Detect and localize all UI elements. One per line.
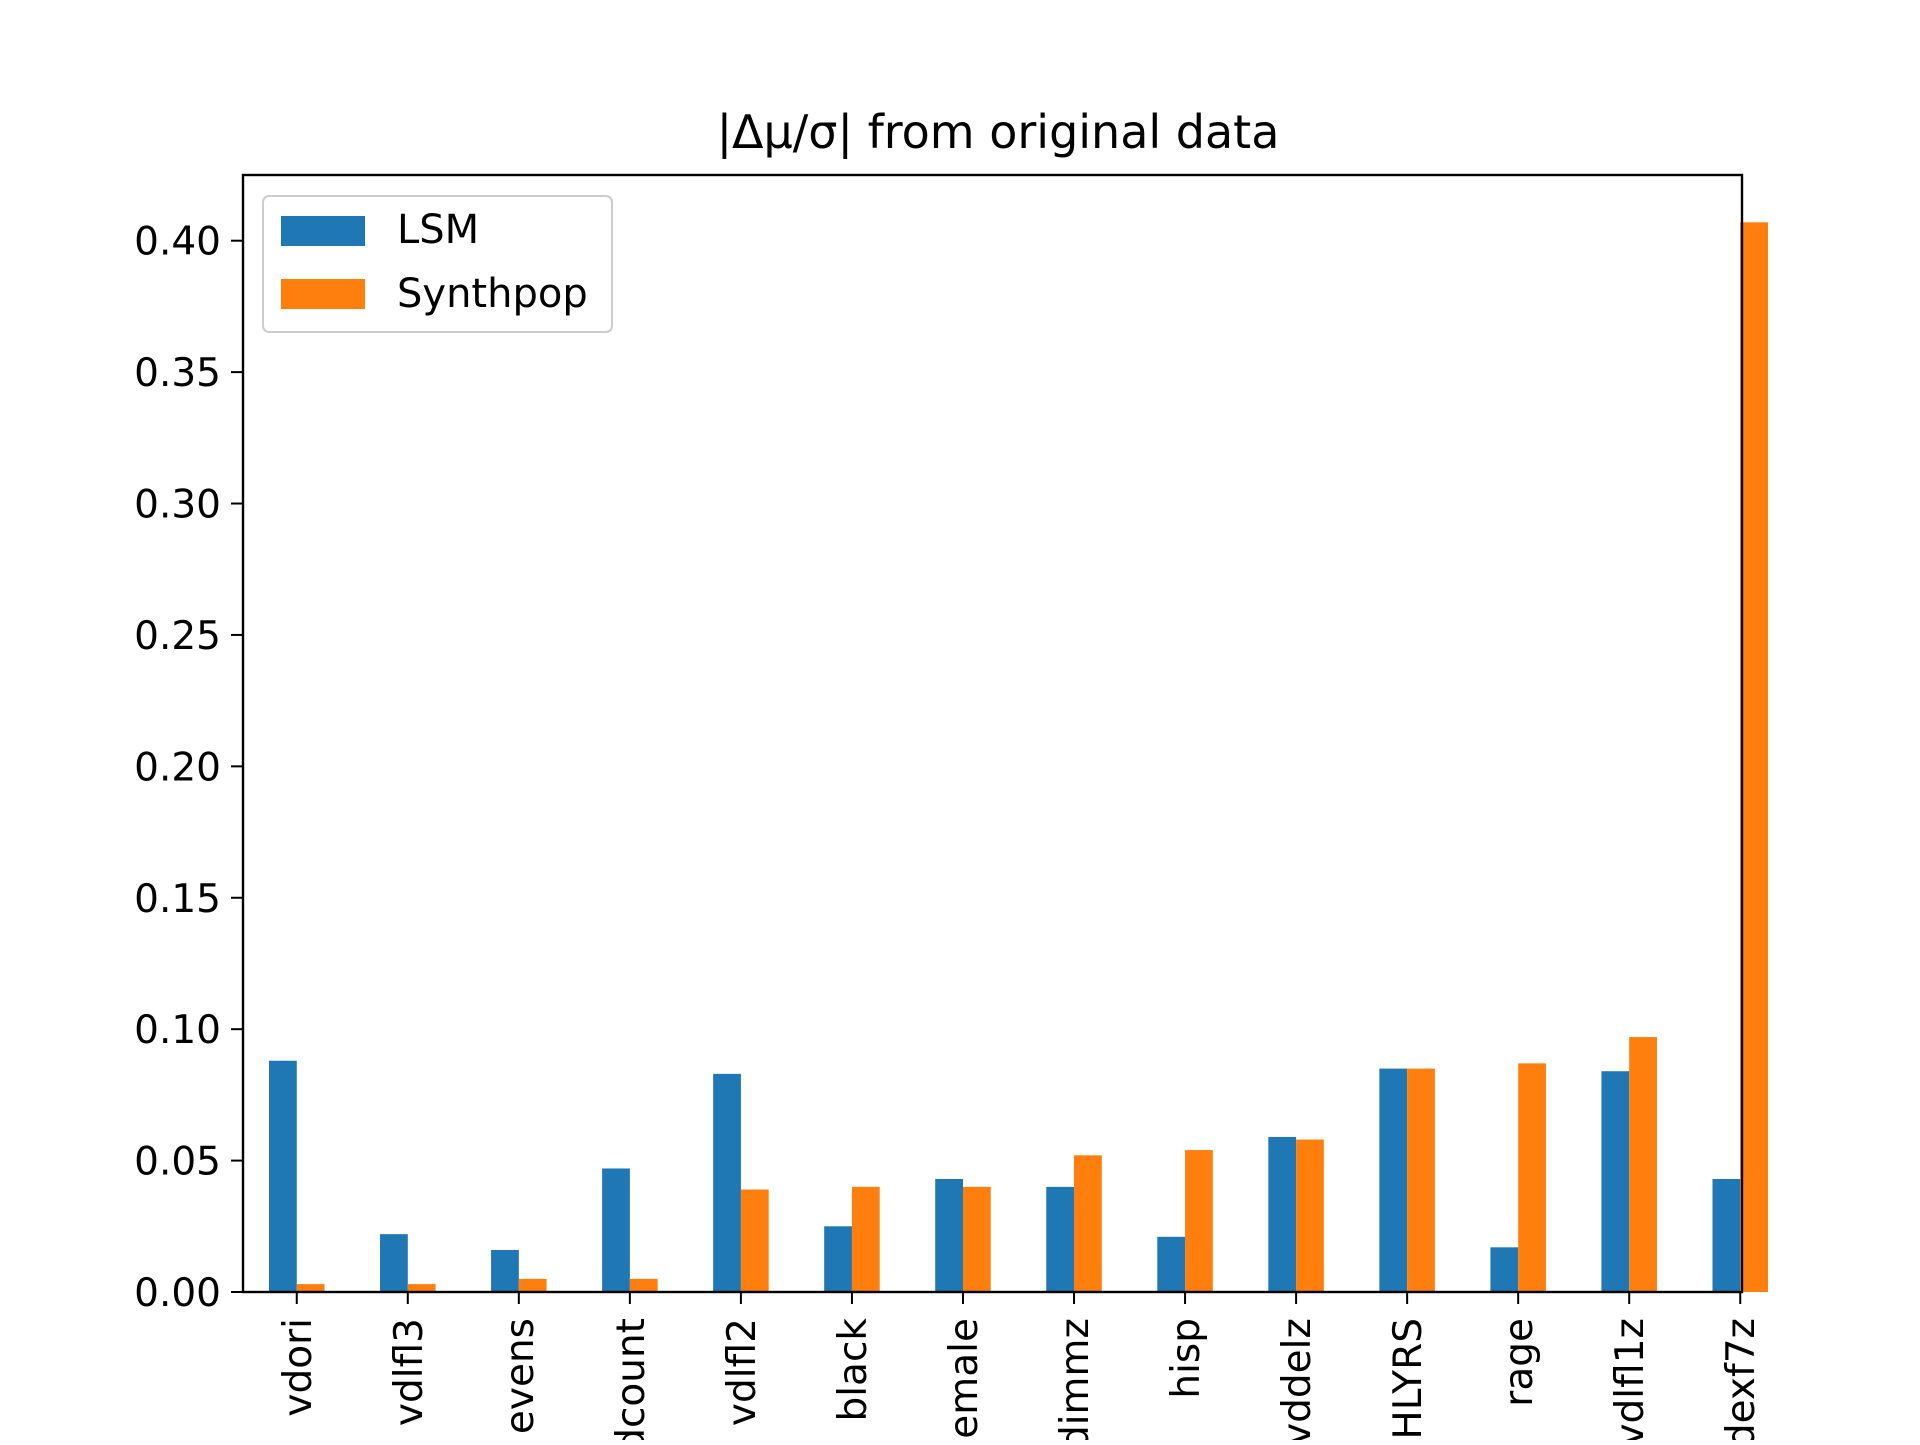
x-tick-label-vdlfl1z: vdlfl1z <box>1608 1318 1653 1440</box>
bar-lsm-black <box>824 1226 852 1292</box>
legend: LSM Synthpop <box>262 195 613 333</box>
y-tick-label: 0.15 <box>134 877 221 922</box>
x-tick-label-dexf7z: dexf7z <box>1719 1318 1764 1440</box>
bar-synthpop-dimmz <box>1074 1155 1102 1292</box>
x-tick-label-vdlfl2: vdlfl2 <box>720 1318 765 1426</box>
y-tick-label: 0.05 <box>134 1140 221 1185</box>
x-tick-label-vdori: vdori <box>276 1318 321 1417</box>
bar-lsm-vdlfl1z <box>1601 1071 1630 1292</box>
bar-synthpop-hlyrs <box>1407 1068 1435 1292</box>
bar-synthpop-evens <box>518 1278 547 1292</box>
y-tick-label: 0.25 <box>134 614 221 659</box>
bar-synthpop-vddelz <box>1296 1139 1324 1292</box>
bar-lsm-evens <box>491 1249 519 1292</box>
x-tick-label-hisp: hisp <box>1164 1318 1209 1399</box>
bar-synthpop-vdlfl3 <box>407 1284 436 1292</box>
x-axis: vdori vdlfl3 evens dcount vdlfl2 black emale di… <box>276 1292 1764 1445</box>
bar-lsm-hisp <box>1157 1236 1186 1292</box>
bar-synthpop-hisp <box>1185 1150 1213 1292</box>
bar-synthpop-dcount <box>629 1278 658 1292</box>
y-tick-label: 0.20 <box>134 745 221 790</box>
bar-synthpop-black <box>851 1186 880 1292</box>
y-tick-label: 0.30 <box>134 483 221 528</box>
y-tick-label: 0.00 <box>134 1271 221 1316</box>
bar-lsm-dcount <box>602 1168 630 1292</box>
bar-synthpop-vdlfl2 <box>740 1189 769 1292</box>
bar-lsm-dexf7z <box>1712 1178 1741 1292</box>
chart-title: |Δμ/σ| from original data <box>717 105 1280 160</box>
bar-lsm-vddelz <box>1268 1136 1297 1292</box>
y-tick-label: 0.10 <box>134 1008 221 1053</box>
bar-synthpop-rage <box>1518 1063 1546 1292</box>
legend-swatch-synthpop <box>281 279 365 309</box>
x-tick-label-evens: evens <box>498 1318 543 1434</box>
bar-synthpop-emale <box>962 1186 991 1292</box>
bar-lsm-vdlfl3 <box>380 1234 408 1292</box>
x-tick-label-black: black <box>831 1318 876 1422</box>
legend-label-lsm: LSM <box>397 207 479 253</box>
bar-synthpop-vdlfl1z <box>1629 1037 1657 1292</box>
x-tick-label-hlyrs: HLYRS <box>1386 1318 1431 1440</box>
y-axis: 0.00 0.05 0.10 0.15 0.20 0.25 0.30 0.35 0.40 <box>134 220 243 1316</box>
legend-swatch-lsm <box>281 216 365 246</box>
bar-lsm-dimmz <box>1046 1186 1075 1292</box>
bar-lsm-hlyrs <box>1379 1068 1408 1292</box>
y-tick-label: 0.35 <box>134 351 221 396</box>
bar-lsm-rage <box>1490 1247 1519 1292</box>
y-tick-label: 0.40 <box>134 220 221 265</box>
x-tick-label-vdlfl3: vdlfl3 <box>387 1318 432 1426</box>
bar-synthpop-vdori <box>296 1284 325 1292</box>
plot-frame <box>241 173 1744 1294</box>
bar-synthpop-dexf7z <box>1740 222 1768 1292</box>
x-tick-label-emale: emale <box>942 1318 987 1439</box>
x-tick-label-dcount: dcount <box>609 1318 654 1440</box>
bar-lsm-vdlfl2 <box>713 1073 741 1292</box>
x-tick-label-dimmz: dimmz <box>1053 1318 1098 1440</box>
x-tick-label-vddelz: vddelz <box>1275 1318 1320 1440</box>
bar-lsm-vdori <box>269 1060 297 1292</box>
x-tick-label-rage: rage <box>1497 1318 1542 1407</box>
bar-lsm-emale <box>935 1178 963 1292</box>
bars-group <box>269 222 1768 1292</box>
legend-label-synthpop: Synthpop <box>397 271 588 317</box>
